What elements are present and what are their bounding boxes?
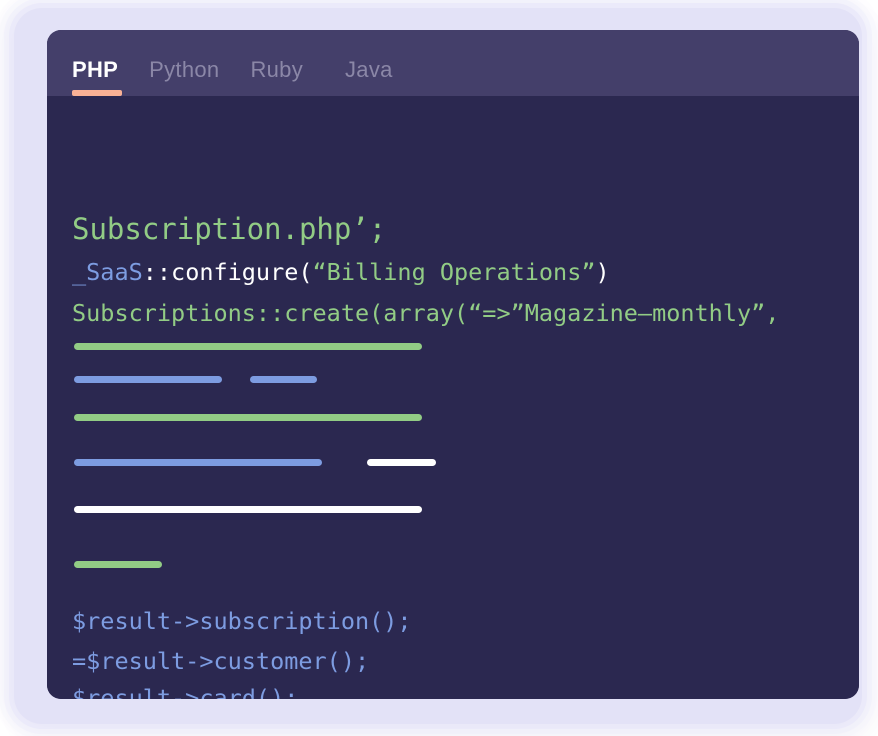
code-line: Subscription.php’; [72, 212, 386, 247]
redacted-code-row [74, 459, 859, 466]
redacted-code-row [74, 414, 859, 421]
redacted-code-row [74, 343, 859, 350]
redacted-code-bar [74, 459, 322, 466]
code-area: Subscription.php’;_SaaS::configure(“Bill… [47, 96, 859, 699]
language-tab-bar: PHP Python Ruby Java [47, 30, 859, 96]
active-tab-underline [72, 90, 122, 96]
redacted-code-bar [74, 561, 162, 568]
redacted-code-bar [74, 376, 222, 383]
code-segment: ::configure( [142, 258, 313, 286]
tab-java[interactable]: Java [345, 57, 393, 82]
code-line: =$result->customer(); [72, 646, 369, 676]
code-segment: =$result->customer(); [72, 647, 370, 675]
tab-php[interactable]: PHP [72, 57, 119, 82]
code-segment: $result->card(); [72, 684, 299, 699]
code-line: $result->card(); [72, 683, 298, 699]
code-line: Subscriptions::create(array(“=>”Magazine… [72, 298, 779, 328]
code-segment: “Billing Operations” [312, 258, 596, 286]
code-segment: Subscription.php’; [72, 212, 387, 246]
code-line: $result->subscription(); [72, 606, 412, 636]
redacted-code-row [74, 506, 859, 513]
redacted-code-bar [74, 343, 422, 350]
code-editor-panel: PHP Python Ruby Java Subscription.php’; _Saa… [47, 30, 859, 699]
redacted-code-bar [250, 376, 317, 383]
code-segment: Subscriptions::create(array(“=>”Magazine… [72, 299, 780, 327]
redacted-code-row [74, 376, 859, 383]
tab-ruby[interactable]: Ruby [250, 57, 303, 82]
code-sample-card: PHP Python Ruby Java Subscription.php’; _Saa… [14, 8, 862, 724]
tab-python[interactable]: Python [149, 57, 220, 82]
code-segment: ) [595, 258, 610, 286]
code-line: _SaaS::configure(“Billing Operations”) [72, 257, 610, 287]
redacted-code-row [74, 561, 859, 568]
redacted-code-bar [74, 506, 422, 513]
redacted-code-bar [74, 414, 422, 421]
code-segment: $result->subscription(); [72, 607, 412, 635]
redacted-code-bar [367, 459, 436, 466]
code-segment: _SaaS [72, 258, 143, 286]
